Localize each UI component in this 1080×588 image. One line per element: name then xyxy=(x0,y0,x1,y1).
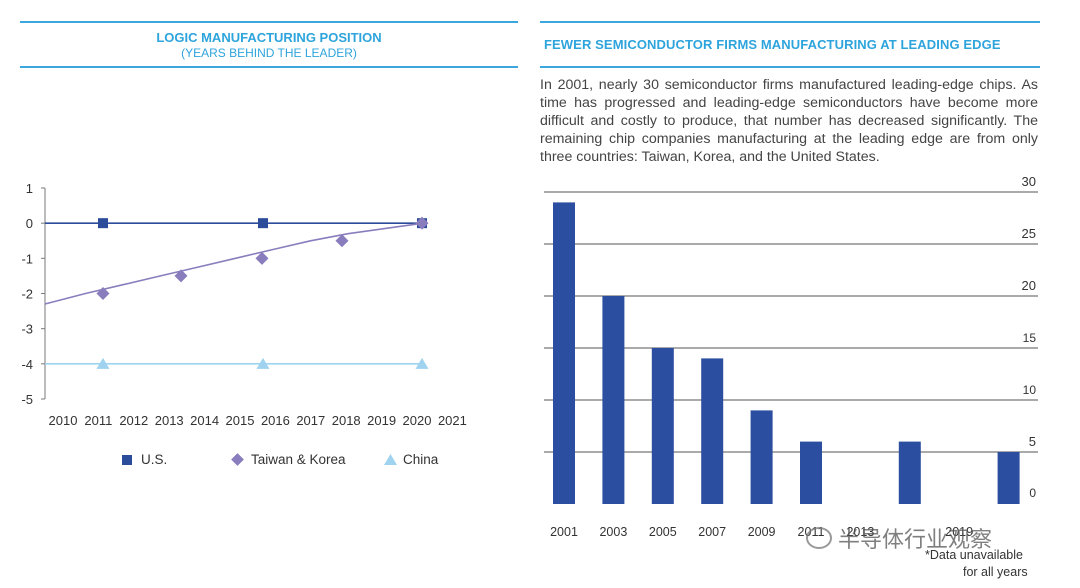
taiwan-korea-marker xyxy=(415,216,429,230)
bar-2005 xyxy=(651,348,674,504)
x-tick-label: 2016 xyxy=(261,413,290,428)
bar-2015 xyxy=(898,441,921,504)
y-tick-label: 20 xyxy=(1022,278,1036,293)
bar-2001 xyxy=(553,202,575,504)
x-tick-label: 2005 xyxy=(649,525,677,539)
bar-2019 xyxy=(997,452,1020,504)
legend-us-label: U.S. xyxy=(141,452,168,467)
us-marker xyxy=(98,218,108,229)
x-tick-label: 2013 xyxy=(155,413,184,428)
y-tick-label: 5 xyxy=(1029,434,1036,449)
data-note-line1: *Data unavailable xyxy=(925,548,1023,562)
watermark: 半导体行业观察 xyxy=(806,522,992,554)
right-title-bottom-rule xyxy=(540,66,1040,68)
y-tick-label: -1 xyxy=(21,251,33,266)
x-tick-label: 2012 xyxy=(119,413,148,428)
left-chart-title: LOGIC MANUFACTURING POSITION xyxy=(156,30,382,45)
y-tick-label: -4 xyxy=(21,357,33,372)
bar-2003 xyxy=(602,296,625,504)
china-marker xyxy=(256,357,270,369)
taiwan-korea-marker xyxy=(174,269,188,283)
logic-position-line-chart: 1 0 -1 -2 -3 -4 -5 2010 2011 2012 2013 2014 2015 2016… xyxy=(21,181,467,428)
wechat-icon xyxy=(806,527,832,549)
y-tick-label: 10 xyxy=(1023,383,1037,397)
watermark-text: 半导体行业观察 xyxy=(838,527,993,552)
x-tick-label: 2013 xyxy=(846,525,874,539)
bar-2007 xyxy=(701,358,724,504)
right-chart-title: FEWER SEMICONDUCTOR FIRMS MANUFACTURING … xyxy=(544,37,1001,52)
x-tick-label: 2014 xyxy=(190,413,219,428)
x-tick-label: 2010 xyxy=(49,413,78,428)
diamond-marker-icon xyxy=(231,453,244,466)
series-line-1 xyxy=(44,222,424,305)
x-tick-label: 2003 xyxy=(599,525,627,539)
bar-2011 xyxy=(800,441,822,504)
x-tick-label: 2021 xyxy=(438,413,467,428)
china-marker xyxy=(96,357,110,369)
x-tick-label: 2020 xyxy=(403,413,432,428)
x-tick-label: 2017 xyxy=(296,413,325,428)
left-title-top-rule xyxy=(20,21,518,23)
left-title-bottom-rule xyxy=(20,66,518,68)
x-tick-label: 2009 xyxy=(748,525,776,539)
right-chart-description: In 2001, nearly 30 semiconductor firms m… xyxy=(540,77,1038,165)
taiwan-korea-marker xyxy=(335,234,349,248)
legend-taiwan-korea: Taiwan & Korea xyxy=(231,452,346,467)
y-tick-label: 15 xyxy=(1023,331,1037,345)
x-tick-label: 2019 xyxy=(367,413,396,428)
y-tick-label: 0 xyxy=(1029,486,1036,500)
taiwan-korea-marker xyxy=(255,251,269,265)
x-tick-label: 2007 xyxy=(698,525,726,539)
us-marker xyxy=(258,218,268,229)
left-chart-subtitle: (YEARS BEHIND THE LEADER) xyxy=(181,46,357,60)
y-tick-label: 1 xyxy=(26,181,33,196)
x-tick-label: 2001 xyxy=(550,525,578,539)
x-tick-label: 2011 xyxy=(84,413,112,428)
x-tick-label: 2015 xyxy=(226,413,255,428)
x-tick-label: 2019 xyxy=(945,525,973,539)
y-tick-label: -3 xyxy=(21,322,33,337)
legend-china: China xyxy=(384,452,438,467)
right-title-top-rule xyxy=(540,21,1040,23)
legend-china-label: China xyxy=(403,452,439,467)
legend-taiwan-korea-label: Taiwan & Korea xyxy=(251,452,346,467)
square-marker-icon xyxy=(122,455,132,465)
y-tick-label: 0 xyxy=(26,216,33,231)
y-tick-label: 25 xyxy=(1022,226,1036,241)
china-marker xyxy=(415,357,429,369)
y-tick-label: 30 xyxy=(1022,175,1036,189)
x-tick-label: 2018 xyxy=(332,413,361,428)
y-tick-label: -5 xyxy=(21,392,33,407)
y-tick-label: -2 xyxy=(21,287,33,302)
data-note-line2: for all years xyxy=(963,565,1028,579)
legend-us: U.S. xyxy=(122,452,167,467)
bar-2009 xyxy=(750,410,773,504)
taiwan-korea-marker xyxy=(96,287,110,300)
triangle-marker-icon xyxy=(384,454,397,465)
